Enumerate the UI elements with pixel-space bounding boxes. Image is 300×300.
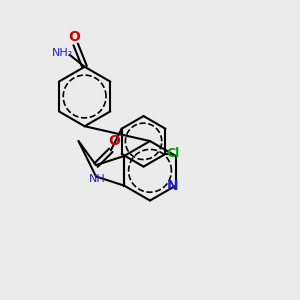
Text: O: O (68, 30, 80, 44)
Text: Cl: Cl (166, 148, 179, 160)
Text: NH: NH (89, 175, 106, 184)
Text: N: N (167, 179, 178, 193)
Text: NH₂: NH₂ (52, 48, 73, 59)
Text: O: O (108, 134, 120, 148)
